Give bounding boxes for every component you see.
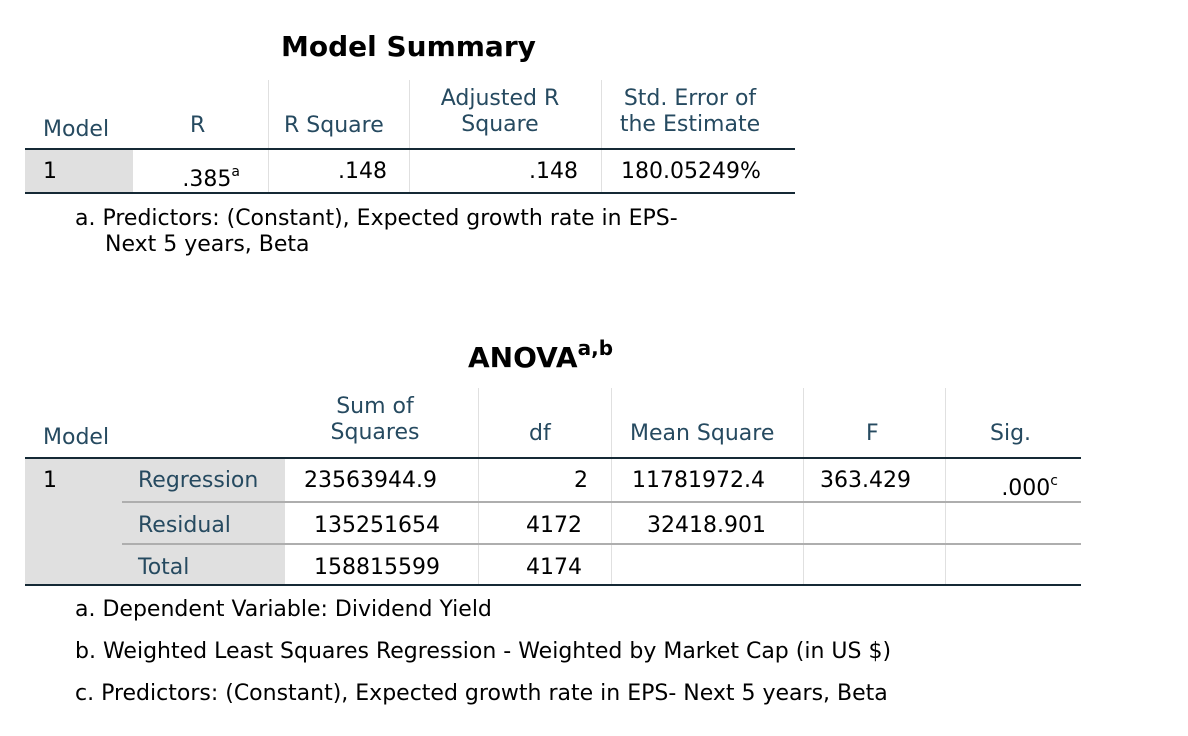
cell-sig: .000c (1001, 473, 1058, 501)
anova-footnote-c: c. Predictors: (Constant), Expected grow… (75, 681, 888, 706)
header-r: R (190, 113, 206, 138)
row-label-total: Total (138, 555, 190, 580)
cell-r: .385a (182, 164, 240, 192)
anova-header-df: df (529, 421, 551, 446)
header-std-error-line1: Std. Error of (623, 86, 757, 111)
anova-header-f: F (866, 421, 879, 446)
cell-adjusted-r-square: .148 (529, 159, 578, 184)
anova-header-rule (25, 457, 1081, 459)
row-label-residual: Residual (138, 513, 231, 538)
column-separator (945, 388, 946, 585)
model-summary-title: Model Summary (281, 30, 536, 63)
model-summary-footnote-line2: Next 5 years, Beta (105, 232, 310, 257)
cell-mean-square: 11781972.4 (632, 468, 765, 493)
cell-df: 4172 (526, 513, 582, 538)
anova-header-sum-of-squares: Sum of Squares (300, 394, 450, 446)
column-separator (601, 80, 602, 193)
cell-mean-square: 32418.901 (647, 513, 766, 538)
anova-bottom-rule (25, 584, 1081, 586)
anova-model-number: 1 (43, 468, 57, 493)
row-label-regression: Regression (138, 468, 259, 493)
row-divider (122, 543, 1081, 545)
anova-footnote-a: a. Dependent Variable: Dividend Yield (75, 597, 492, 622)
anova-header-sig: Sig. (990, 421, 1032, 446)
anova-header-model: Model (43, 425, 110, 450)
anova-header-sum-of-squares-line2: Squares (330, 420, 420, 445)
header-r-square: R Square (284, 113, 384, 138)
row-label-column-bg (25, 458, 285, 584)
row-divider (122, 501, 1081, 503)
cell-sum-of-squares: 158815599 (314, 555, 440, 580)
anova-header-mean-square: Mean Square (630, 421, 775, 446)
cell-sum-of-squares: 23563944.9 (304, 468, 437, 493)
header-adjusted-r-square-line1: Adjusted R (440, 86, 560, 111)
cell-df: 2 (574, 468, 588, 493)
column-separator (268, 80, 269, 193)
anova-title: ANOVAa,b (468, 336, 614, 374)
header-adjusted-r-square-line2: Square (461, 112, 539, 137)
column-separator (478, 388, 479, 585)
model-label-cell-bg (25, 149, 133, 193)
column-separator (611, 388, 612, 585)
anova-header-sum-of-squares-line1: Sum of (336, 394, 414, 419)
model-summary-footnote-line1: a. Predictors: (Constant), Expected grow… (75, 206, 678, 231)
row-model-number: 1 (43, 159, 57, 184)
bottom-rule (25, 192, 795, 194)
header-std-error: Std. Error of the Estimate (610, 86, 770, 138)
anova-footnote-b: b. Weighted Least Squares Regression - W… (75, 639, 892, 664)
cell-sum-of-squares: 135251654 (314, 513, 440, 538)
cell-df: 4174 (526, 555, 582, 580)
column-separator (409, 80, 410, 193)
header-model: Model (43, 117, 110, 142)
cell-std-error: 180.05249% (621, 159, 761, 184)
cell-f: 363.429 (820, 468, 911, 493)
header-adjusted-r-square: Adjusted R Square (420, 86, 580, 138)
header-std-error-line2: the Estimate (619, 112, 761, 137)
column-separator (803, 388, 804, 585)
header-rule (25, 148, 795, 150)
cell-r-square: .148 (338, 159, 387, 184)
